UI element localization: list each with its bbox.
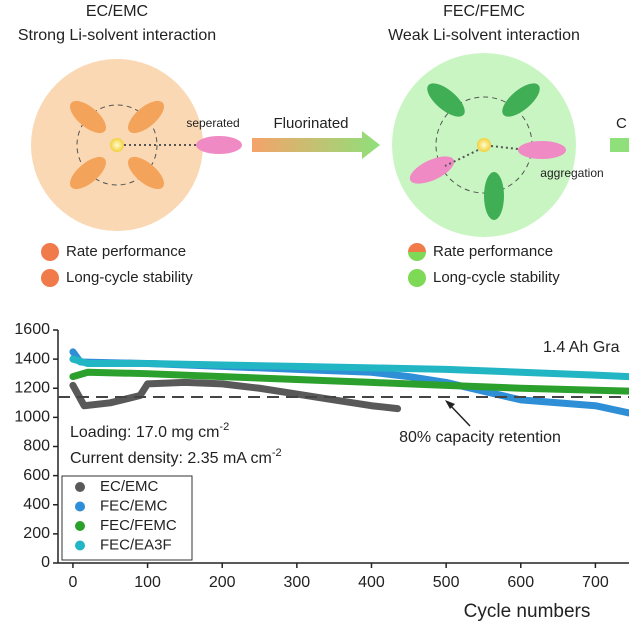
y-tick-label: 1000 xyxy=(14,409,50,426)
legend-label: EC/EMC xyxy=(100,478,159,495)
condition-sup: -2 xyxy=(219,421,229,433)
legend-marker xyxy=(75,501,85,512)
left-title: EC/EMC xyxy=(86,3,148,20)
series-line xyxy=(69,355,629,381)
next-arrow xyxy=(610,138,629,152)
legend-marker xyxy=(75,521,85,531)
condition-text: Loading: 17.0 mg cm xyxy=(70,424,219,441)
chart: 0 200 400 600 800 1000 1200 1400 1600 0 100 200 300 4… xyxy=(14,321,629,622)
y-tick-label: 0 xyxy=(41,554,50,571)
condition-text: Current density: 2.35 mA cm xyxy=(70,450,272,467)
x-tick-label: 100 xyxy=(134,574,161,591)
y-tick-label: 800 xyxy=(23,438,50,455)
x-tick-label: 700 xyxy=(582,574,609,591)
aggregation-label: aggregation xyxy=(540,166,603,180)
legend-label: FEC/EA3F xyxy=(100,536,172,553)
condition: Current density: 2.35 mA cm-2 xyxy=(70,447,282,467)
legend-text: Rate performance xyxy=(433,243,553,260)
x-tick-label: 400 xyxy=(358,574,385,591)
legend-marker xyxy=(75,482,85,492)
left-subtitle: Strong Li-solvent interaction xyxy=(18,27,216,44)
condition: Loading: 17.0 mg cm-2 xyxy=(70,421,229,441)
reference-arrowhead xyxy=(445,400,455,409)
series-line xyxy=(69,368,629,395)
y-tick-label: 1200 xyxy=(14,379,50,396)
legend-text: Long-cycle stability xyxy=(66,269,193,286)
right-subtitle: Weak Li-solvent interaction xyxy=(388,27,580,44)
x-tick-label: 0 xyxy=(68,574,77,591)
legend-label: FEC/EMC xyxy=(100,497,168,514)
left-solvation xyxy=(31,59,242,231)
y-tick-label: 1400 xyxy=(14,350,50,367)
right-solvation xyxy=(392,53,576,237)
y-tick-label: 200 xyxy=(23,525,50,542)
reference-arrow xyxy=(448,403,471,427)
reference-label: 80% capacity retention xyxy=(399,429,561,446)
x-tick-label: 300 xyxy=(283,574,310,591)
legend-text: Rate performance xyxy=(66,243,186,260)
legend-dot xyxy=(41,243,59,261)
x-tick-label: 200 xyxy=(209,574,236,591)
series-line xyxy=(69,378,402,413)
y-tick-label: 600 xyxy=(23,467,50,484)
separated-label: seperated xyxy=(186,116,239,130)
x-tick-label: 600 xyxy=(507,574,534,591)
legend-text: Long-cycle stability xyxy=(433,269,560,286)
fluorinate-arrow xyxy=(252,131,380,159)
right-title: FEC/FEMC xyxy=(443,3,525,20)
legend-dot xyxy=(408,243,426,261)
condition-sup: -2 xyxy=(272,447,282,459)
legend-dot xyxy=(408,269,426,287)
x-tick-label: 500 xyxy=(433,574,460,591)
x-axis-label: Cycle numbers xyxy=(464,601,591,622)
legend-dot xyxy=(41,269,59,287)
next-label: C xyxy=(616,115,627,132)
y-tick-label: 1600 xyxy=(14,321,50,338)
legend-label: FEC/FEMC xyxy=(100,517,177,534)
cell-label: 1.4 Ah Gra xyxy=(543,339,620,356)
y-tick-label: 400 xyxy=(23,496,50,513)
arrow-label: Fluorinated xyxy=(273,115,348,132)
legend-marker xyxy=(75,540,85,551)
